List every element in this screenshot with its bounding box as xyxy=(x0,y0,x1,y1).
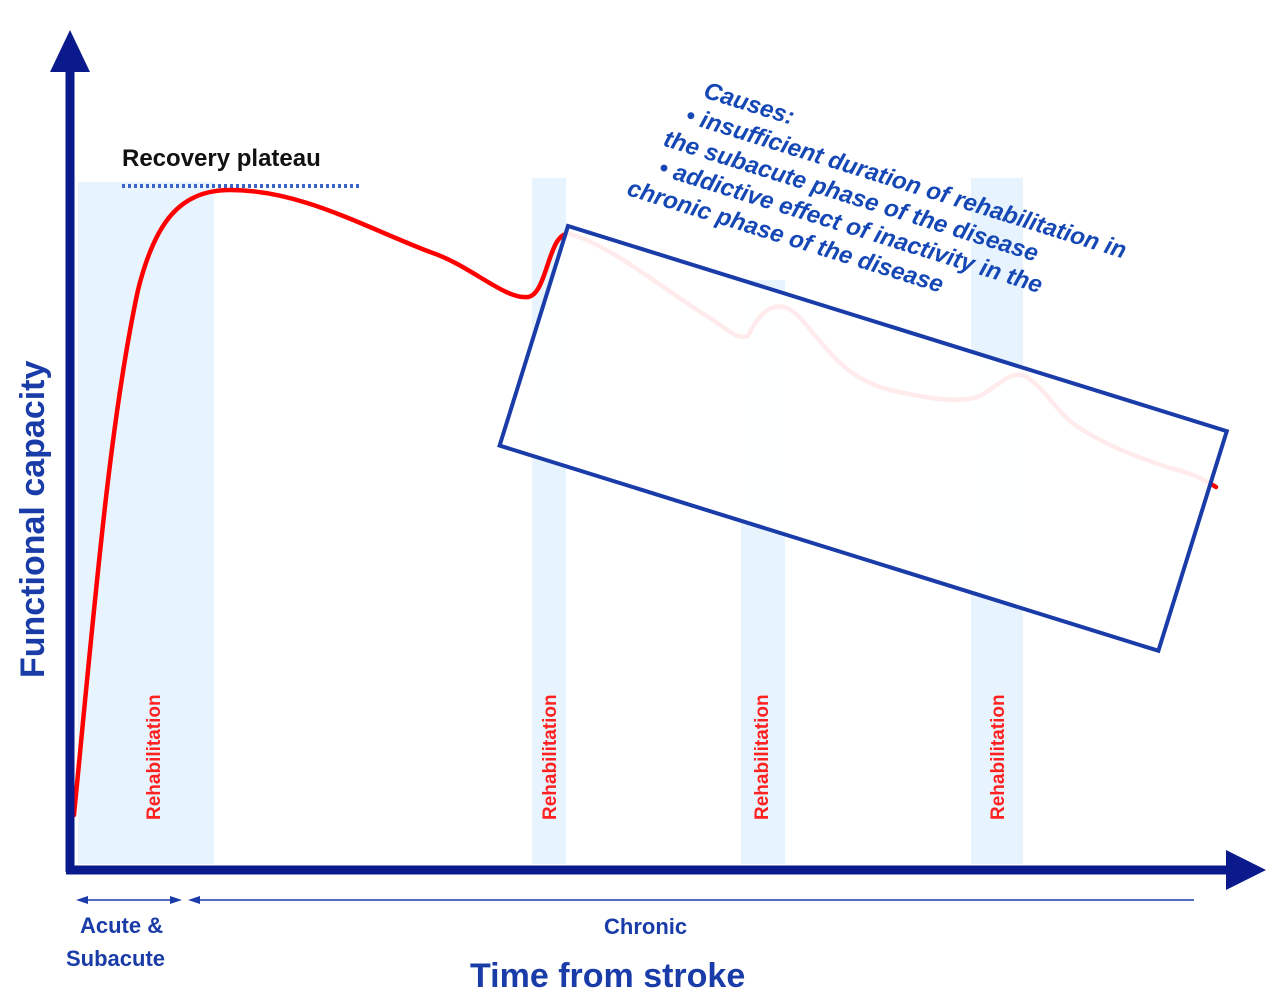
y-axis xyxy=(50,30,90,872)
causes-box xyxy=(497,223,1230,654)
rehab-label-3: Rehabilitation xyxy=(752,694,773,820)
x-axis-arrowhead xyxy=(1226,850,1266,890)
y-axis-arrowhead xyxy=(50,30,90,72)
y-axis-title: Functional capacity xyxy=(14,361,52,678)
phase-label-chronic: Chronic xyxy=(604,914,687,939)
causes-box-border xyxy=(497,223,1230,654)
rehab-label-4: Rehabilitation xyxy=(988,694,1009,820)
recovery-plateau-label: Recovery plateau xyxy=(122,145,321,172)
rehab-band-1 xyxy=(78,182,214,864)
rehab-labels: Rehabilitation Rehabilitation Rehabilita… xyxy=(144,694,1009,820)
rehab-label-1: Rehabilitation xyxy=(144,694,165,820)
x-axis xyxy=(66,850,1266,890)
phase-arrows xyxy=(76,896,1194,904)
rehab-label-2: Rehabilitation xyxy=(540,694,561,820)
x-axis-title: Time from stroke xyxy=(470,957,745,994)
phase-label-acute-line2: Subacute xyxy=(66,946,165,971)
phase-label-acute-line1: Acute & xyxy=(80,913,163,938)
